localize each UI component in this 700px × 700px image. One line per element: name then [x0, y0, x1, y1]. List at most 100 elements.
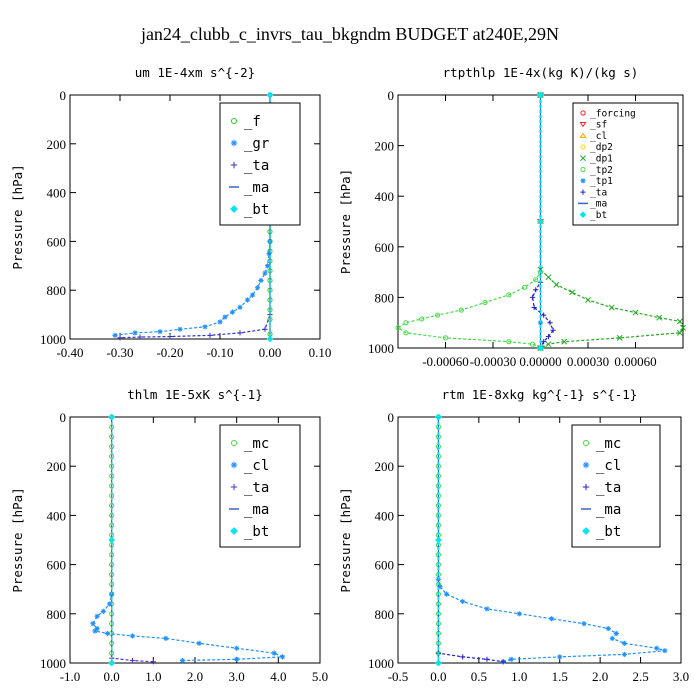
series-bt [435, 413, 442, 667]
data-point [545, 274, 552, 281]
data-point [217, 319, 223, 325]
x-tick-label: 2.5 [632, 669, 648, 684]
data-point [266, 91, 274, 99]
data-point [437, 584, 443, 590]
legend-item: _f [230, 114, 261, 130]
legend: _mc _cl _ta _ma _bt [219, 424, 301, 548]
figure-title: jan24_clubb_c_invrs_tau_bkgndm BUDGET at… [140, 24, 559, 44]
data-point [403, 320, 409, 326]
legend-label: _bt [244, 524, 269, 540]
series-line [437, 417, 504, 663]
y-axis-label: Pressure [hPa] [10, 164, 25, 269]
panel-1: um 1E-4xm s^{-2} Pressure [hPa] -0.40 -0.30… [10, 65, 331, 360]
x-tick-label: 0.00060 [614, 354, 656, 369]
data-point [537, 91, 544, 99]
data-point [108, 659, 115, 667]
data-point [553, 281, 560, 288]
data-point [500, 659, 506, 665]
data-point [207, 332, 213, 338]
y-tick-label: 1000 [40, 332, 66, 347]
legend-label: _ta [244, 158, 269, 174]
legend: _f _gr _ta _ma _bt [219, 102, 301, 226]
legend-marker [230, 139, 238, 147]
data-point [533, 287, 539, 293]
y-tick-label: 200 [47, 459, 67, 474]
legend-marker [582, 439, 590, 447]
legend-item: _cl [579, 131, 607, 142]
data-point [545, 334, 552, 340]
legend-label: _mc [244, 436, 269, 452]
data-point [150, 659, 156, 665]
data-point [94, 625, 100, 632]
legend-item: _tp1 [580, 176, 613, 187]
legend-marker [230, 161, 238, 169]
legend-marker [582, 483, 590, 491]
y-tick-label: 400 [375, 189, 395, 204]
data-point [249, 292, 256, 298]
legend-marker [230, 527, 238, 535]
panel-2: rtpthlp 1E-4x(kg K)/(kg s) Pressure [hPa]… [338, 65, 686, 369]
data-point [680, 324, 686, 331]
legend-item: _dp1 [580, 154, 613, 165]
x-tick-label: 2.0 [592, 669, 608, 684]
legend-label: _ta [596, 480, 621, 496]
data-point [435, 659, 442, 667]
data-point [196, 640, 202, 646]
panel-title: thlm 1E-5xK s^{-1} [127, 387, 262, 402]
data-point [262, 326, 268, 332]
data-point [561, 338, 568, 345]
x-tick-label: 3.0 [229, 669, 245, 684]
series-line [539, 95, 684, 349]
legend-label: _ta [244, 480, 269, 496]
data-point [621, 640, 627, 646]
y-tick-label: 400 [375, 508, 395, 523]
legend-label: _dp2 [590, 142, 613, 153]
y-tick-label: 0 [60, 410, 67, 425]
data-point [157, 329, 163, 335]
series-ta [435, 414, 506, 665]
legend-item: _mc [230, 436, 269, 452]
data-point [608, 304, 615, 311]
data-point [108, 536, 115, 544]
x-tick-label: 1.5 [552, 669, 568, 684]
data-point [506, 292, 512, 298]
data-point [506, 339, 512, 345]
y-tick-label: 1000 [368, 341, 394, 356]
y-tick-label: 800 [375, 607, 395, 622]
y-tick-label: 600 [375, 240, 395, 255]
data-point [163, 635, 169, 641]
data-point [522, 284, 528, 290]
series-line [119, 95, 271, 339]
data-point [90, 621, 96, 627]
legend-item: _ta [230, 158, 269, 174]
legend-item: _ma [578, 199, 607, 210]
data-point [537, 218, 544, 225]
panel-title: rtpthlp 1E-4x(kg K)/(kg s) [443, 65, 639, 80]
data-point [92, 628, 98, 634]
plot-frame [397, 416, 682, 664]
legend-marker [582, 461, 590, 469]
data-point [676, 318, 683, 325]
x-tick-label: 0.0 [430, 669, 446, 684]
x-tick-label: 0.0 [104, 669, 120, 684]
data-point [100, 608, 106, 614]
panel-3: thlm 1E-5xK s^{-1} Pressure [hPa] -1.0 0.0 1… [10, 387, 328, 684]
x-tick-label: 2.0 [187, 669, 203, 684]
data-point [104, 630, 111, 637]
y-tick-label: 400 [47, 186, 67, 201]
data-point [541, 312, 547, 318]
x-tick-label: -1.0 [60, 669, 81, 684]
legend-label: _bt [590, 210, 607, 221]
legend: _forcing_sf_cl_dp2_dp1_tp2_tp1_ta_ma_bt [572, 102, 679, 226]
data-point [482, 299, 488, 306]
data-point [179, 657, 186, 664]
y-tick-label: 800 [47, 607, 67, 622]
panel-4: rtm 1E-8xkg kg^{-1} s^{-1} Pressure [hPa]… [338, 387, 689, 684]
data-point [222, 314, 228, 320]
legend-marker [230, 483, 238, 491]
y-tick-label: 200 [47, 137, 67, 152]
legend-item: _cl [230, 458, 269, 474]
data-point [237, 304, 243, 310]
data-point [549, 616, 555, 622]
x-tick-label: 0.00030 [567, 354, 609, 369]
